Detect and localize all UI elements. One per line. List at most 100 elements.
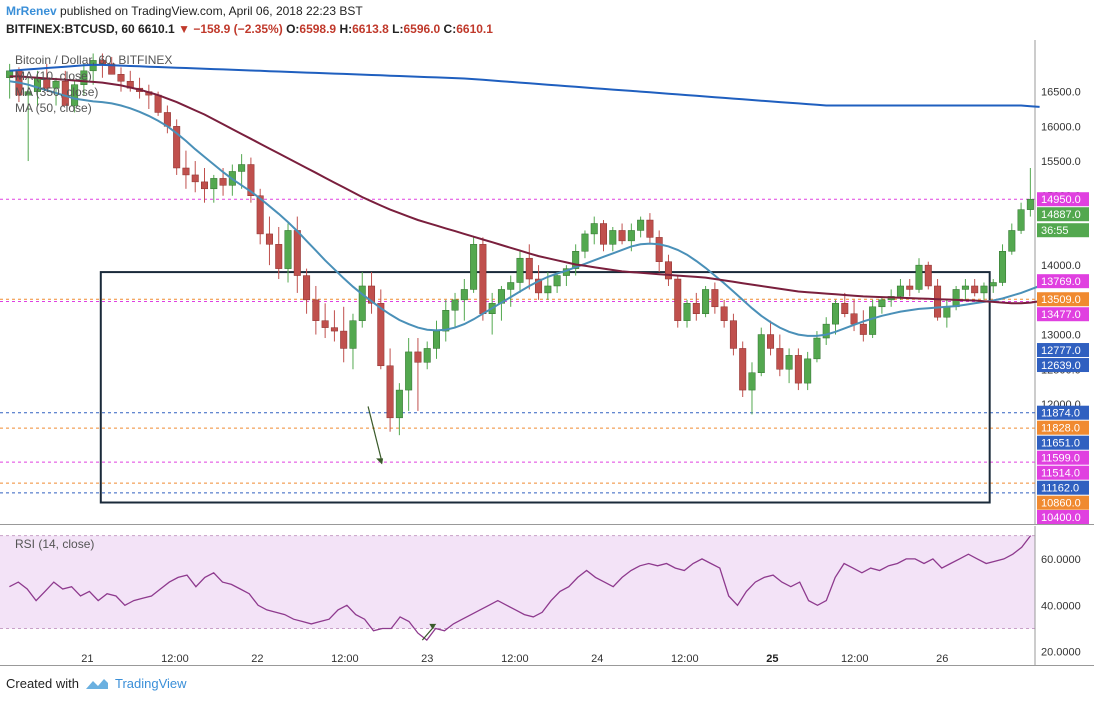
candle-body xyxy=(24,91,32,96)
close-value: 6610.1 xyxy=(456,22,493,36)
price-tag-label: 11828.0 xyxy=(1041,423,1080,435)
candle-body xyxy=(423,348,431,363)
candle-body xyxy=(414,351,422,363)
candle-body xyxy=(618,230,626,242)
rsi-tick-label: 60.0000 xyxy=(1041,554,1081,566)
candle-body xyxy=(989,282,997,287)
time-tick-label: 12:00 xyxy=(161,653,189,665)
candle-body xyxy=(219,178,227,186)
rsi-tick-label: 40.0000 xyxy=(1041,600,1081,612)
candle-body xyxy=(627,230,635,242)
candle-body xyxy=(572,251,580,269)
price-tag xyxy=(1037,292,1089,307)
candle-body xyxy=(822,323,830,339)
candle-body xyxy=(831,303,839,325)
open-label: O: xyxy=(286,22,300,36)
candle-body xyxy=(961,285,969,290)
candle-body xyxy=(655,237,663,262)
candle-body xyxy=(869,306,877,335)
candle-body xyxy=(442,310,450,332)
candle-body xyxy=(952,289,960,308)
price-tag-label: 11599.0 xyxy=(1041,453,1080,465)
candle-body xyxy=(924,264,932,287)
candle-body xyxy=(256,195,264,235)
price-tag-label: 10400.0 xyxy=(1041,512,1081,524)
range-box xyxy=(99,271,991,504)
candle-body xyxy=(553,275,561,287)
legend-ma50: MA (50, close) xyxy=(15,101,92,115)
price-tag-label: 11874.0 xyxy=(1041,408,1080,420)
publish-info: MrRenev published on TradingView.com, Ap… xyxy=(6,4,363,18)
rsi-band xyxy=(0,535,1035,629)
high-value: 6613.8 xyxy=(352,22,389,36)
price-tag xyxy=(1037,510,1089,524)
price-tag xyxy=(1037,450,1089,465)
price-tag-label: 12639.0 xyxy=(1041,360,1081,372)
price-tag xyxy=(1037,192,1089,207)
time-tick-label: 12:00 xyxy=(331,653,359,665)
candle-body xyxy=(646,219,654,238)
candle-body xyxy=(386,365,394,419)
tradingview-logo-icon xyxy=(85,678,108,689)
candle-body xyxy=(600,223,608,245)
price-tag-label: 36:55 xyxy=(1041,225,1069,237)
candle-body xyxy=(896,285,904,297)
symbol-bar: BITFINEX:BTCUSD, 60 6610.1 ▼ −158.9 (−2.… xyxy=(6,22,493,36)
rsi-tick-label: 20.0000 xyxy=(1041,647,1081,659)
high-label: H: xyxy=(339,22,353,36)
candle-body xyxy=(247,164,255,196)
candle-body xyxy=(117,74,125,82)
price-tag xyxy=(1037,358,1089,373)
candle-body xyxy=(201,181,209,190)
price-tag xyxy=(1037,480,1089,495)
main-legend: Bitcoin / Dollar, 60, BITFINEX MA (10, c… xyxy=(15,52,172,116)
candle-body xyxy=(906,285,914,290)
rsi-chart[interactable]: 20.0000 40.0000 60.0000 21 12:00 22 12:00 23 12:… xyxy=(0,526,1094,666)
candle-body xyxy=(637,219,645,231)
candle-body xyxy=(330,327,338,332)
candle-body xyxy=(841,303,849,314)
candle-body xyxy=(748,372,756,391)
candle-body xyxy=(767,334,775,349)
candle-body xyxy=(999,251,1007,283)
candle-body xyxy=(683,303,691,321)
candle-body xyxy=(321,320,329,328)
time-tick-label: 25 xyxy=(766,653,778,665)
price-tag-label: 12777.0 xyxy=(1041,345,1081,357)
price-tick-label: 16500.0 xyxy=(1041,87,1081,99)
price-tag-label: 14887.0 xyxy=(1041,209,1081,221)
author-link[interactable]: MrRenev xyxy=(6,4,57,18)
candle-body xyxy=(108,63,116,75)
candle-body xyxy=(303,275,311,301)
candle-body xyxy=(340,330,348,349)
candle-body xyxy=(368,285,376,304)
ma-line xyxy=(9,63,1040,108)
tradingview-link[interactable]: TradingView xyxy=(114,676,187,691)
price-tag-label: 13477.0 xyxy=(1041,309,1081,321)
open-value: 6598.9 xyxy=(299,22,337,36)
ma-line xyxy=(9,75,1040,305)
price-tag xyxy=(1037,207,1089,222)
candle-body xyxy=(1026,198,1034,210)
legend-ma350: MA (350, close) xyxy=(15,85,99,99)
price-tag xyxy=(1037,495,1089,510)
candle-body xyxy=(664,261,672,280)
candle-body xyxy=(980,285,988,294)
candle-body xyxy=(284,230,292,269)
candle-body xyxy=(720,306,728,321)
candle-body xyxy=(544,285,552,294)
candle-body xyxy=(460,289,468,301)
price-tag xyxy=(1037,274,1089,289)
ma-line xyxy=(9,80,1040,337)
candle-body xyxy=(878,299,886,308)
low-value: 6596.0 xyxy=(403,22,441,36)
candle-body xyxy=(61,80,69,106)
candle-body xyxy=(609,230,617,245)
time-tick-label: 26 xyxy=(936,653,948,665)
close-label: C: xyxy=(443,22,457,36)
candle-body xyxy=(293,230,301,276)
candle-body xyxy=(813,337,821,360)
down-arrow-icon: ▼ xyxy=(178,22,190,36)
time-tick-label: 23 xyxy=(421,653,433,665)
price-chart[interactable]: 12000.012500.013000.013500.014000.014500… xyxy=(0,40,1094,525)
